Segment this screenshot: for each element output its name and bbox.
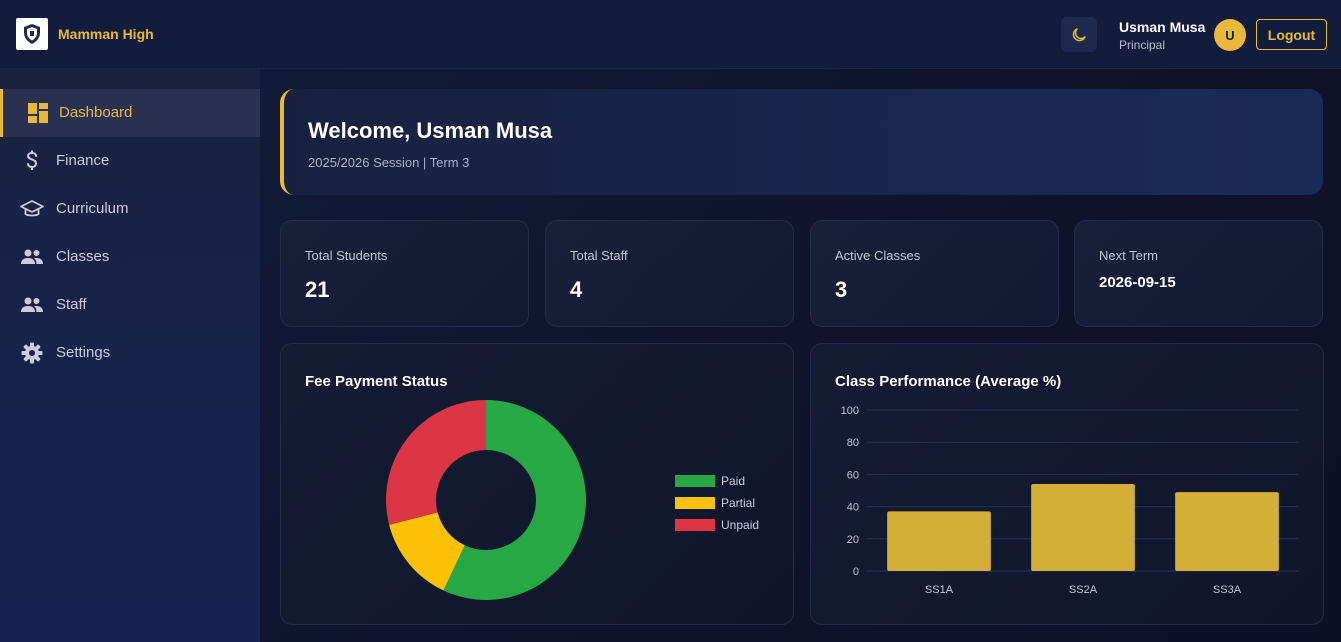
- stat-value: 4: [570, 277, 583, 302]
- dollar-icon: [20, 150, 44, 172]
- stat-card-next-term: Next Term 2026-09-15: [1074, 220, 1323, 327]
- stat-label: Total Staff: [570, 248, 628, 263]
- stat-value: 21: [305, 277, 330, 302]
- bar-ss1a[interactable]: [887, 511, 991, 571]
- legend-swatch: [675, 519, 715, 531]
- session-info: 2025/2026 Session | Term 3: [308, 155, 470, 170]
- stat-label: Next Term: [1099, 248, 1158, 263]
- x-tick-label: SS3A: [1213, 584, 1242, 596]
- sidebar-item-finance[interactable]: Finance: [0, 137, 260, 185]
- logout-button[interactable]: Logout: [1256, 19, 1327, 50]
- y-tick-label: 20: [847, 534, 859, 546]
- sidebar-item-label: Curriculum: [56, 200, 129, 217]
- y-tick-label: 80: [847, 437, 859, 449]
- y-tick-label: 0: [853, 566, 859, 578]
- brand-name[interactable]: Mamman High: [58, 26, 154, 42]
- gear-icon: [20, 342, 44, 364]
- theme-toggle-button[interactable]: [1061, 17, 1097, 52]
- sidebar: Dashboard Finance Curriculum: [0, 69, 260, 642]
- stat-card-total-students: Total Students 21: [280, 220, 529, 327]
- user-role: Principal: [1119, 38, 1166, 52]
- sidebar-item-label: Staff: [56, 296, 87, 313]
- pie-slice-partial[interactable]: [389, 512, 465, 591]
- y-tick-label: 40: [847, 502, 859, 514]
- people-icon: [20, 294, 44, 316]
- main-content: Welcome, Usman Musa 2025/2026 Session | …: [260, 69, 1341, 642]
- sidebar-item-label: Settings: [56, 344, 111, 361]
- sidebar-item-label: Finance: [56, 152, 110, 169]
- y-tick-label: 100: [841, 405, 859, 417]
- pie-slice-unpaid[interactable]: [386, 400, 486, 525]
- y-tick-label: 60: [847, 469, 859, 481]
- pie-slice-paid[interactable]: [443, 400, 586, 600]
- top-bar: Mamman High Usman Musa Principal U Logou…: [0, 0, 1341, 69]
- chart-legend: Paid Partial Unpaid: [675, 470, 759, 536]
- fee-payment-card: Fee Payment Status Paid Partial Unpaid: [280, 343, 794, 625]
- welcome-banner: Welcome, Usman Musa 2025/2026 Session | …: [280, 89, 1323, 195]
- sidebar-item-label: Classes: [56, 248, 110, 265]
- sidebar-item-settings[interactable]: Settings: [0, 329, 260, 377]
- graduation-cap-icon: [20, 198, 44, 220]
- stat-card-active-classes: Active Classes 3: [810, 220, 1059, 327]
- bar-ss2a[interactable]: [1031, 484, 1135, 571]
- sidebar-item-curriculum[interactable]: Curriculum: [0, 185, 260, 233]
- dashboard-icon: [26, 102, 50, 124]
- legend-item-unpaid[interactable]: Unpaid: [675, 514, 759, 536]
- legend-label: Paid: [721, 474, 746, 488]
- school-logo[interactable]: [16, 18, 48, 50]
- bar-ss3a[interactable]: [1175, 492, 1279, 571]
- chart-title: Fee Payment Status: [305, 373, 448, 390]
- stat-value: 2026-09-15: [1099, 274, 1176, 291]
- legend-swatch: [675, 497, 715, 509]
- moon-icon: [1072, 27, 1086, 41]
- legend-item-paid[interactable]: Paid: [675, 470, 759, 492]
- sidebar-item-classes[interactable]: Classes: [0, 233, 260, 281]
- page-title: Welcome, Usman Musa: [308, 118, 553, 143]
- stat-value: 3: [835, 277, 848, 302]
- people-icon: [20, 246, 44, 268]
- sidebar-item-label: Dashboard: [59, 104, 133, 121]
- x-tick-label: SS2A: [1069, 584, 1098, 596]
- x-tick-label: SS1A: [925, 584, 954, 596]
- stat-label: Active Classes: [835, 248, 921, 263]
- sidebar-item-staff[interactable]: Staff: [0, 281, 260, 329]
- legend-label: Partial: [721, 496, 756, 510]
- chart-title: Class Performance (Average %): [835, 373, 1062, 390]
- user-name: Usman Musa: [1119, 19, 1206, 35]
- class-performance-bar-chart: 0 20 40 60 80 100 SS1A SS2A SS3A: [841, 405, 1299, 596]
- sidebar-item-dashboard[interactable]: Dashboard: [0, 89, 260, 137]
- stat-card-total-staff: Total Staff 4: [545, 220, 794, 327]
- fee-payment-donut-chart: [386, 400, 586, 600]
- class-performance-card: Class Performance (Average %) 0 20 40 60 80 1…: [810, 343, 1324, 625]
- stat-label: Total Students: [305, 248, 388, 263]
- avatar[interactable]: U: [1214, 19, 1246, 51]
- shield-logo-icon: [24, 24, 40, 44]
- legend-item-partial[interactable]: Partial: [675, 492, 759, 514]
- legend-swatch: [675, 475, 715, 487]
- legend-label: Unpaid: [721, 518, 760, 532]
